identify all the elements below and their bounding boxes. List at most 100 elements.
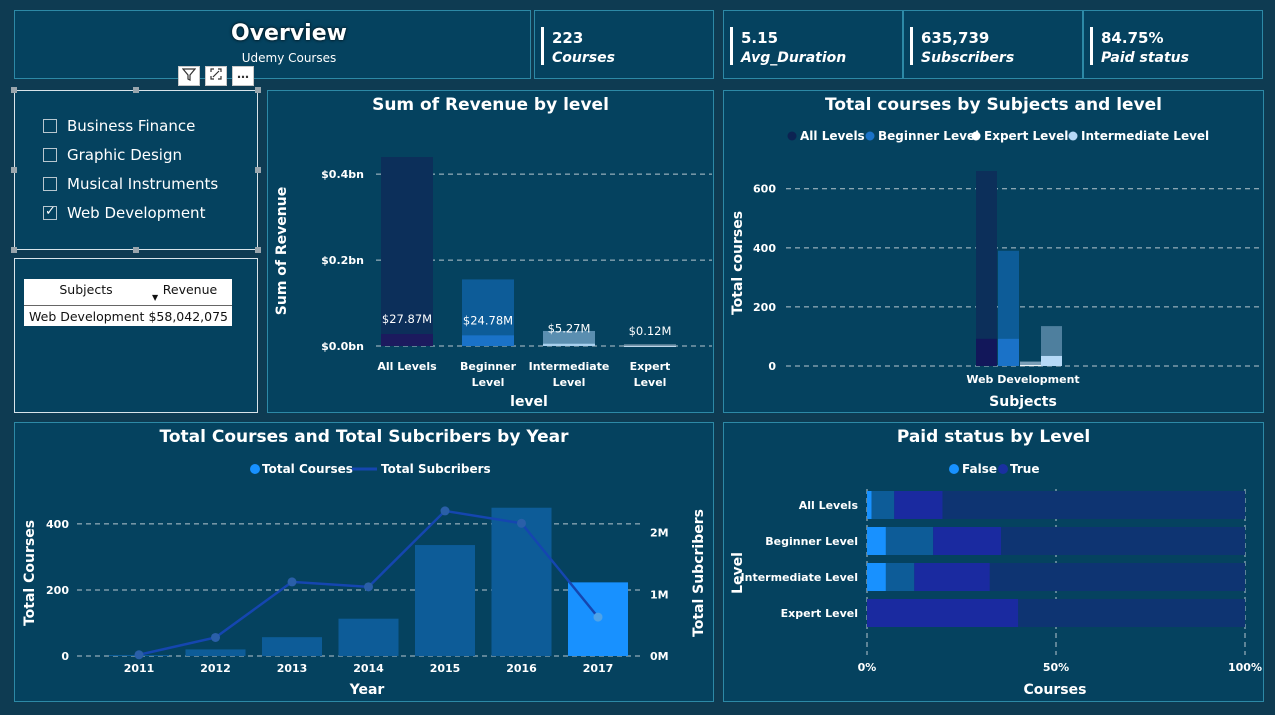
kpi-paid-value: 84.75% [1101, 29, 1164, 47]
legend-label: Beginner Level [878, 129, 979, 143]
kpi-paid-label: Paid status [1101, 50, 1189, 66]
kpi-duration-label: Avg_Duration [741, 50, 847, 66]
slicer-item-label: Graphic Design [67, 146, 182, 164]
slicer-item-graphic-design[interactable]: Graphic Design [43, 146, 182, 164]
table-cell: $58,042,075 [148, 308, 228, 324]
table-cell: Web Development [29, 308, 145, 324]
column-header-subjects[interactable]: Subjects [59, 282, 113, 297]
resize-handle[interactable] [255, 87, 261, 93]
x-tick-label: 0% [858, 661, 877, 674]
y-tick-label: Beginner Level [765, 535, 858, 548]
slicer-item-musical-instruments[interactable]: Musical Instruments [43, 175, 218, 193]
kpi-duration-value: 5.15 [741, 29, 779, 47]
courses-subject-chart-svg: 0 200 400 600 All Levels Beginner Level Expert… [730, 129, 1259, 410]
line-point [364, 582, 373, 592]
bar-total [462, 279, 514, 346]
x-tick-label: 2016 [506, 662, 537, 675]
bar-filtered [543, 343, 595, 346]
x-tick-label: 2013 [277, 662, 308, 675]
y-tick-label: $0.4bn [321, 168, 364, 181]
checkbox[interactable] [43, 119, 57, 133]
line-point [593, 612, 603, 622]
bar-filtered [976, 338, 997, 366]
data-label: $5.27M [548, 322, 591, 336]
more-options-icon[interactable]: ⋯ [232, 66, 254, 86]
slicer-item-label: Web Development [67, 204, 206, 222]
data-label: $24.78M [463, 313, 513, 327]
column-header-revenue[interactable]: Revenue ▼ [148, 279, 232, 302]
resize-handle[interactable] [255, 247, 261, 253]
slicer-item-business-finance[interactable]: Business Finance [43, 117, 195, 135]
courses-by-subject-chart: Total courses by Subjects and level 0 200… [723, 90, 1264, 413]
x-tick-label: 2012 [200, 662, 231, 675]
legend-marker [250, 464, 260, 474]
x-tick-label: 2015 [430, 662, 461, 675]
year-chart-svg: 0 200 400 0M 1M 2M Total Courses Total Subcribe… [22, 462, 707, 698]
subject-slicer: Business Finance Graphic Design Musical … [14, 90, 258, 250]
kpi-courses-label: Courses [552, 50, 615, 66]
legend-marker [787, 131, 797, 141]
checkbox[interactable] [43, 177, 57, 191]
bar-total [624, 344, 676, 346]
y-tick-label: All Levels [799, 499, 859, 512]
header-panel: Overview Udemy Courses [14, 10, 531, 79]
resize-handle[interactable] [255, 167, 261, 173]
chart-title: Sum of Revenue by level [372, 95, 609, 115]
resize-handle[interactable] [133, 87, 139, 93]
y-tick-label: 600 [753, 183, 776, 196]
focus-mode-icon-svg [210, 68, 222, 80]
resize-handle[interactable] [11, 247, 17, 253]
bar-segment [885, 527, 934, 555]
y-tick-label: Expert Level [781, 607, 858, 620]
kpi-duration-card: 5.15 Avg_Duration [723, 10, 903, 79]
bar-segment [894, 491, 943, 519]
legend-label: Expert Level [984, 129, 1068, 143]
page-title: Overview [231, 21, 347, 46]
page-subtitle: Udemy Courses [241, 51, 337, 65]
table-header: Subjects Revenue ▼ [24, 279, 232, 306]
legend-label: Total Courses [262, 462, 353, 476]
legend-label: Total Subcribers [381, 462, 491, 476]
x-tick-label: Level [553, 376, 586, 389]
table-row: Web Development $58,042,075 [24, 306, 232, 326]
checkbox[interactable] [43, 148, 57, 162]
y2-axis-title: Total Subcribers [691, 509, 707, 637]
y-axis-title: Total Courses [22, 520, 38, 626]
resize-handle[interactable] [11, 167, 17, 173]
data-label: $0.12M [629, 324, 672, 338]
resize-handle[interactable] [133, 247, 139, 253]
legend-label: Intermediate Level [1081, 129, 1209, 143]
kpi-accent-bar [910, 27, 913, 65]
sort-desc-icon: ▼ [152, 293, 159, 302]
slicer-item-web-development[interactable]: Web Development [43, 204, 205, 222]
bar-total [381, 157, 433, 346]
paid-status-chart: Paid status by Level 0% 50% 100% False True A… [723, 422, 1264, 702]
x-tick-label: 2017 [583, 662, 614, 675]
x-tick-label: Level [472, 376, 505, 389]
focus-mode-icon[interactable] [205, 66, 227, 86]
bar-filtered [998, 338, 1019, 366]
bar-segment [1018, 599, 1245, 627]
bar-segment [933, 527, 1002, 555]
bar-segment [871, 491, 895, 519]
y2-tick-label: 2M [650, 527, 669, 540]
resize-handle[interactable] [11, 87, 17, 93]
filter-icon-svg [181, 68, 197, 81]
bar-filtered [381, 334, 433, 346]
bar-segment [942, 491, 1245, 519]
line-point [517, 518, 526, 528]
y-tick-label: 200 [753, 301, 776, 314]
bar-segment [867, 491, 872, 519]
filter-icon[interactable] [178, 66, 200, 86]
kpi-paid-card: 84.75% Paid status [1083, 10, 1263, 79]
bar [338, 618, 399, 656]
column-header-label: Revenue [162, 282, 218, 297]
y-axis-title: Level [730, 552, 746, 594]
legend-label: All Levels [800, 129, 865, 143]
x-tick-label: Beginner [460, 360, 517, 373]
checkbox-checked[interactable] [43, 204, 57, 220]
bar-segment [989, 563, 1245, 591]
x-tick-label: All Levels [377, 360, 437, 373]
y-tick-label: $0.0bn [321, 340, 364, 353]
paid-status-chart-svg: 0% 50% 100% False True All Levels Beginner Lev… [730, 462, 1262, 698]
